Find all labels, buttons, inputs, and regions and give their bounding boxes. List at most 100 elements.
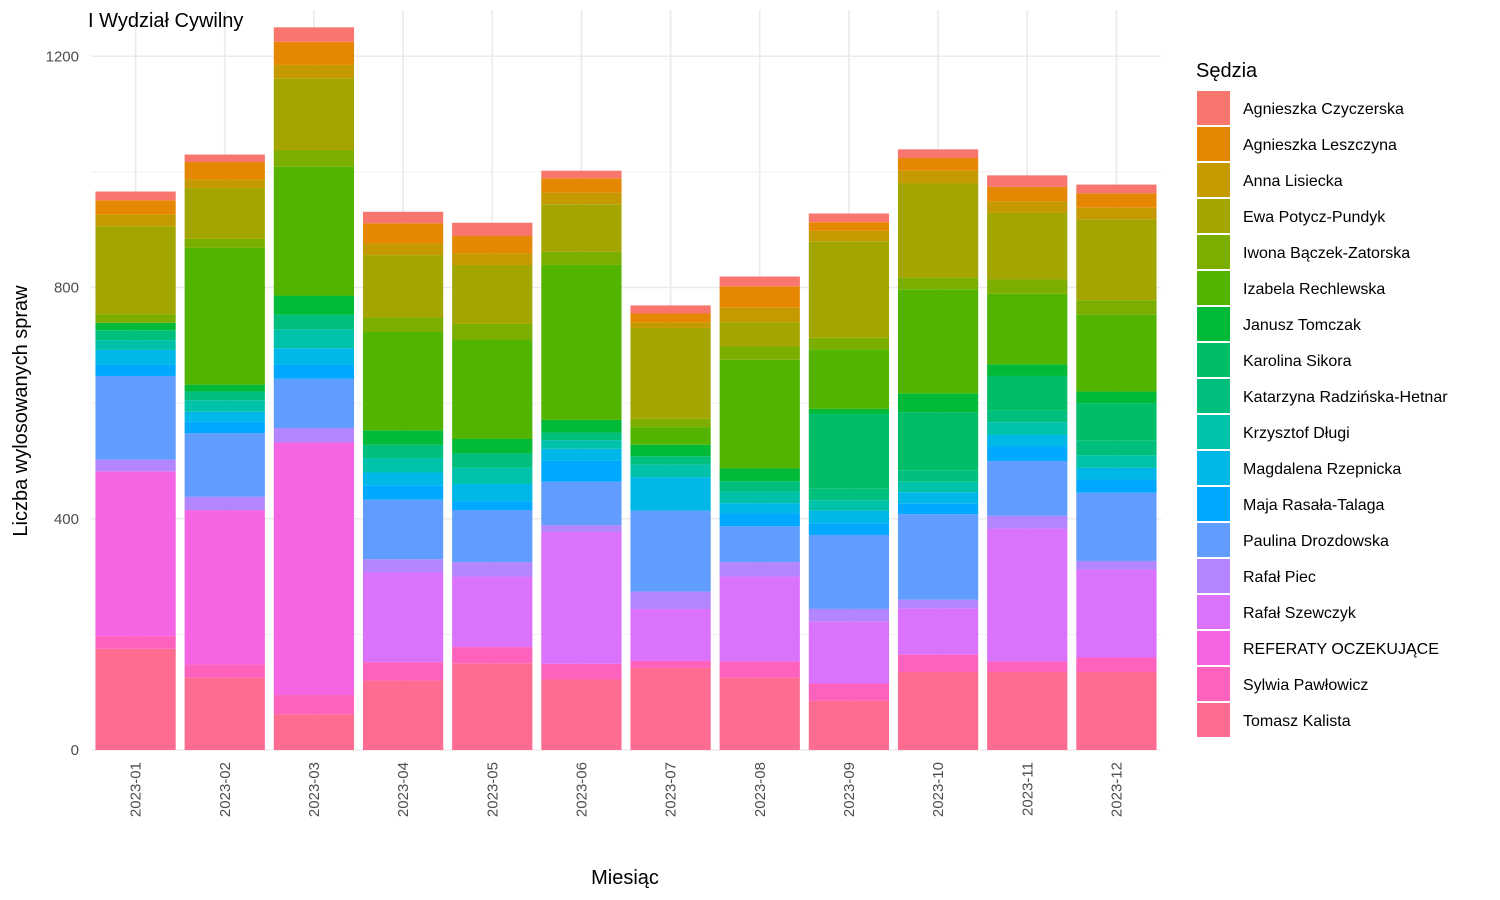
- bar-segment: [95, 226, 176, 315]
- bar-segment: [184, 510, 265, 665]
- bar-segment: [897, 599, 979, 609]
- bar-segment: [273, 27, 355, 42]
- bar-segment: [630, 608, 711, 661]
- bar-segment: [95, 471, 176, 637]
- bar-segment: [897, 149, 979, 158]
- bar-segment: [719, 576, 800, 662]
- bar-segment: [1076, 207, 1157, 220]
- bar-segment: [808, 523, 890, 535]
- chart-title: I Wydział Cywilny: [88, 10, 243, 32]
- bar-segment: [719, 526, 800, 563]
- bar-segment: [452, 236, 533, 254]
- legend: Agnieszka Czyczerska Agnieszka Leszczyna A…: [1197, 91, 1448, 737]
- bar-segment: [1076, 467, 1157, 480]
- bar-segment: [184, 496, 265, 511]
- bar-segment: [630, 322, 711, 328]
- bars: [95, 27, 1157, 750]
- legend-key: [1197, 703, 1230, 737]
- bar-segment: [541, 448, 622, 461]
- legend-key: [1197, 631, 1230, 665]
- x-tick-label: 2023-02: [217, 762, 234, 817]
- legend-key: [1197, 523, 1230, 557]
- y-axis: 0 400 800 1200: [46, 48, 79, 759]
- bar-segment: [95, 191, 176, 201]
- bar-segment: [95, 214, 176, 227]
- bar-segment: [1076, 455, 1157, 468]
- y-tick-label: 400: [54, 511, 79, 528]
- legend-key: [1197, 271, 1230, 305]
- bar-segment: [362, 662, 444, 681]
- bar-segment: [630, 660, 711, 668]
- bar-segment: [808, 510, 890, 524]
- bar-segment: [95, 364, 176, 376]
- legend-key: [1197, 235, 1230, 269]
- legend-key: [1197, 379, 1230, 413]
- bar-segment: [897, 671, 979, 750]
- bar-segment: [273, 364, 355, 379]
- legend-label: Maja Rasała-Talaga: [1243, 497, 1385, 514]
- legend-label: Rafał Szewczyk: [1243, 605, 1357, 622]
- bar-segment: [273, 166, 355, 296]
- legend-key: [1197, 163, 1230, 197]
- legend-key: [1197, 667, 1230, 701]
- bar-segment: [808, 213, 890, 223]
- bar-segment: [897, 393, 979, 413]
- bar-segment: [630, 477, 711, 511]
- bar-segment: [184, 411, 265, 422]
- bar-segment: [808, 500, 890, 511]
- bar-segment: [95, 200, 176, 215]
- bar-segment: [1076, 403, 1157, 441]
- bar-segment: [273, 442, 355, 696]
- y-tick-label: 0: [71, 742, 79, 759]
- bar-segment: [987, 446, 1068, 461]
- legend-label: Janusz Tomczak: [1243, 317, 1362, 334]
- bar-segment: [630, 305, 711, 314]
- bar-segment: [987, 528, 1068, 662]
- bar-segment: [897, 170, 979, 184]
- x-tick-label: 2023-07: [663, 762, 680, 817]
- bar-segment: [362, 559, 444, 573]
- bar-segment: [897, 412, 979, 471]
- bar-segment: [541, 663, 622, 680]
- legend-key: [1197, 487, 1230, 521]
- legend-label: Agnieszka Leszczyna: [1243, 137, 1397, 154]
- bar-segment: [1076, 569, 1157, 658]
- bar-segment: [273, 378, 355, 428]
- bar-segment: [95, 636, 176, 649]
- bar-segment: [362, 499, 444, 560]
- bar-segment: [719, 481, 800, 492]
- bar-segment: [808, 621, 890, 684]
- bar-segment: [541, 679, 622, 750]
- bar-segment: [541, 419, 622, 433]
- bar-segment: [719, 346, 800, 360]
- legend-label: Tomasz Kalista: [1243, 713, 1351, 730]
- bar-segment: [273, 314, 355, 330]
- bar-segment: [987, 186, 1068, 202]
- bar-segment: [452, 510, 533, 563]
- bar-segment: [95, 459, 176, 472]
- bar-segment: [273, 714, 355, 750]
- legend-label: Anna Lisiecka: [1243, 173, 1343, 190]
- bar-segment: [541, 251, 622, 265]
- bar-segment: [362, 444, 444, 459]
- bar-segment: [541, 204, 622, 252]
- bar-segment: [719, 322, 800, 347]
- bar-segment: [987, 293, 1068, 365]
- bar-segment: [184, 433, 265, 497]
- bar-segment: [95, 375, 176, 460]
- bar-segment: [897, 183, 979, 278]
- legend-key: [1197, 415, 1230, 449]
- legend-key: [1197, 199, 1230, 233]
- legend-label: REFERATY OCZEKUJĄCE: [1243, 641, 1439, 658]
- bar-segment: [452, 663, 533, 750]
- bar-segment: [452, 467, 533, 485]
- bar-segment: [452, 562, 533, 577]
- bar-segment: [184, 154, 265, 163]
- bar-segment: [897, 158, 979, 171]
- bar-segment: [273, 427, 355, 443]
- bar-segment: [897, 481, 979, 493]
- bar-segment: [808, 683, 890, 701]
- bar-segment: [452, 576, 533, 648]
- bar-segment: [719, 661, 800, 678]
- legend-label: Sylwia Pawłowicz: [1243, 677, 1368, 694]
